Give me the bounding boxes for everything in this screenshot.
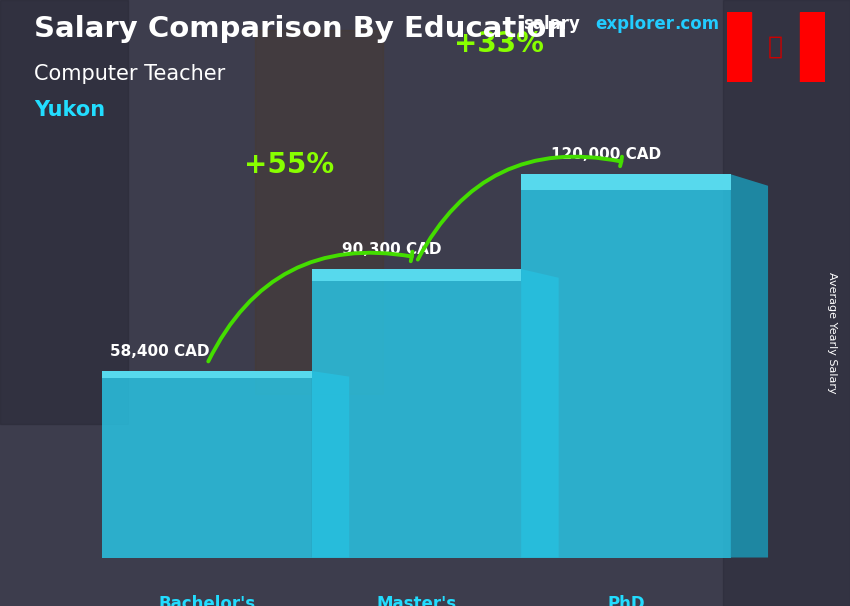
Text: 58,400 CAD: 58,400 CAD <box>110 344 209 359</box>
Bar <box>312 269 521 281</box>
Bar <box>727 12 751 82</box>
Text: +33%: +33% <box>454 30 544 58</box>
Text: PhD: PhD <box>607 595 645 606</box>
Text: salary: salary <box>523 15 580 33</box>
Polygon shape <box>731 175 768 558</box>
Polygon shape <box>312 371 349 558</box>
Text: Bachelor's
Degree: Bachelor's Degree <box>158 595 256 606</box>
Text: 120,000 CAD: 120,000 CAD <box>551 147 661 162</box>
Bar <box>0 0 128 424</box>
Bar <box>102 371 312 558</box>
Bar <box>800 12 824 82</box>
Text: .com: .com <box>674 15 719 33</box>
Text: 🍁: 🍁 <box>768 35 783 59</box>
Bar <box>722 0 850 606</box>
Bar <box>102 371 312 379</box>
Bar <box>521 175 731 190</box>
Text: Master's
Degree: Master's Degree <box>377 595 456 606</box>
Bar <box>521 175 731 558</box>
Text: Yukon: Yukon <box>34 100 105 120</box>
Text: Average Yearly Salary: Average Yearly Salary <box>827 273 837 394</box>
Bar <box>255 30 382 394</box>
Text: Salary Comparison By Education: Salary Comparison By Education <box>34 15 567 43</box>
Text: explorer: explorer <box>595 15 674 33</box>
Bar <box>312 269 521 558</box>
Polygon shape <box>521 269 558 558</box>
Text: +55%: +55% <box>244 151 334 179</box>
Text: 90,300 CAD: 90,300 CAD <box>342 242 441 258</box>
Text: Computer Teacher: Computer Teacher <box>34 64 225 84</box>
